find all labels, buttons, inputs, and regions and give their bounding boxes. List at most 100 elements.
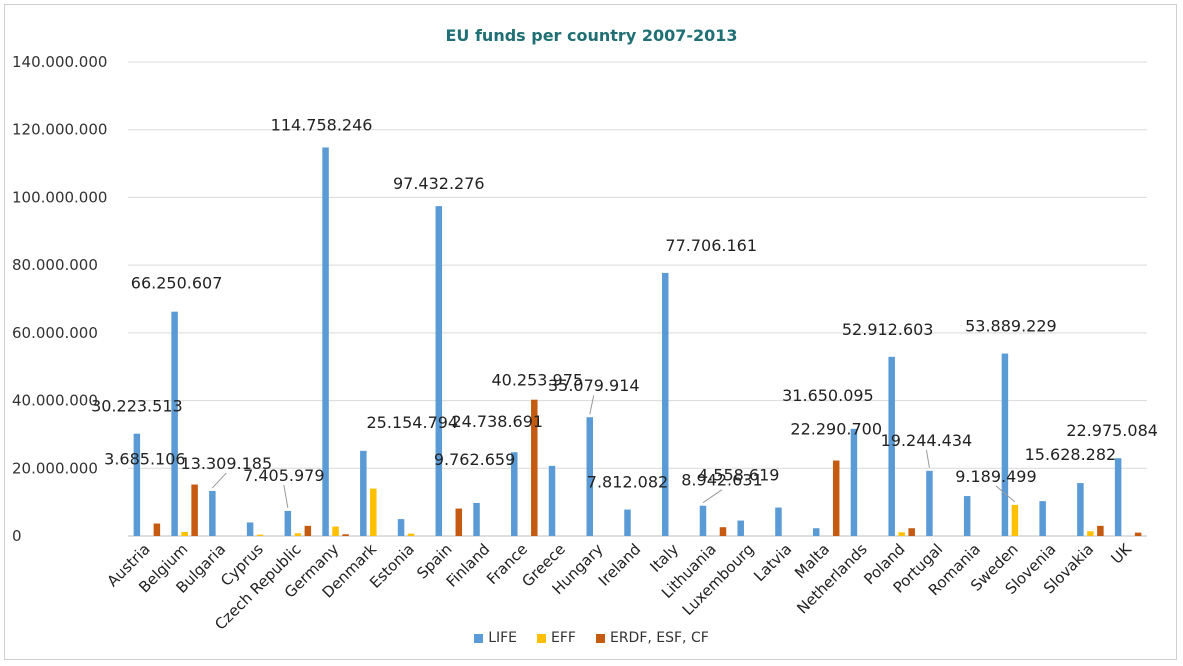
y-tick-label: 100.000.000 xyxy=(12,188,107,206)
bar-erdf-esf-cf-spain xyxy=(455,508,463,536)
bar-eff-czech-republic xyxy=(294,533,302,536)
bar-life-estonia xyxy=(397,519,405,536)
chart-title: EU funds per country 2007-2013 xyxy=(445,26,738,45)
chart-frame xyxy=(4,4,1177,660)
x-tick-label: UK xyxy=(1108,539,1136,567)
y-tick-label: 60.000.000 xyxy=(12,324,98,342)
bar-eff-cyprus xyxy=(256,534,264,536)
y-tick-label: 80.000.000 xyxy=(12,256,98,274)
bar-eff-estonia xyxy=(407,533,415,536)
leader-line xyxy=(995,485,1016,503)
y-tick-label: 20.000.000 xyxy=(12,459,98,477)
bar-eff-slovakia xyxy=(1087,531,1094,536)
bar-life-greece xyxy=(548,465,556,536)
bar-erdf-esf-cf-lithuania xyxy=(719,527,727,536)
data-label: 22.290.700 xyxy=(790,420,882,439)
legend-item-eff: EFF xyxy=(537,630,576,646)
x-tick-label: Ireland xyxy=(595,540,644,589)
bar-life-belgium xyxy=(171,311,178,536)
leader-line xyxy=(589,395,595,415)
data-label: 3.685.106 xyxy=(104,450,185,469)
bar-life-czech-republic xyxy=(284,510,292,536)
bar-life-bulgaria xyxy=(209,490,216,536)
data-label: 19.244.434 xyxy=(881,431,973,450)
bar-eff-germany xyxy=(332,526,339,536)
bar-life-austria xyxy=(133,433,141,536)
bar-life-slovakia xyxy=(1077,483,1084,536)
data-label: 97.432.276 xyxy=(393,174,485,193)
legend-label: LIFE xyxy=(488,630,518,646)
bar-life-uk xyxy=(1114,458,1122,536)
data-label: 35.079.914 xyxy=(548,376,640,395)
legend-swatch xyxy=(474,633,484,643)
y-tick-label: 140.000.000 xyxy=(12,53,107,71)
bar-erdf-esf-cf-germany xyxy=(342,534,349,536)
data-label: 22.975.084 xyxy=(1066,421,1158,440)
bar-life-cyprus xyxy=(246,522,254,536)
data-label: 7.812.082 xyxy=(587,473,668,492)
data-label: 31.650.095 xyxy=(782,386,874,405)
bar-erdf-esf-cf-belgium xyxy=(191,484,198,536)
bar-life-finland xyxy=(473,502,480,536)
bar-life-portugal xyxy=(926,470,933,536)
data-label: 9.189.499 xyxy=(955,467,1036,486)
bar-erdf-esf-cf-slovakia xyxy=(1097,525,1104,536)
data-label: 40.253.975 xyxy=(491,371,583,390)
data-label: 4.558.619 xyxy=(698,466,779,485)
bar-life-hungary xyxy=(586,417,594,536)
leader-line xyxy=(283,484,289,509)
legend-swatch xyxy=(537,633,547,643)
bar-life-lithuania xyxy=(699,505,707,536)
bar-erdf-esf-cf-uk xyxy=(1134,532,1142,536)
legend: LIFE EFF ERDF, ESF, CF xyxy=(0,630,1183,646)
bar-life-spain xyxy=(435,206,443,537)
data-label: 77.706.161 xyxy=(665,236,757,255)
bar-life-malta xyxy=(812,528,820,536)
legend-label: EFF xyxy=(551,630,576,646)
bar-life-germany xyxy=(322,147,329,536)
bar-erdf-esf-cf-austria xyxy=(153,523,161,536)
data-label: 30.223.513 xyxy=(91,397,183,416)
data-label: 15.628.282 xyxy=(1025,445,1117,464)
leader-line xyxy=(702,489,723,504)
bar-life-luxembourg xyxy=(737,520,744,536)
bar-life-poland xyxy=(888,356,895,536)
y-tick-label: 0 xyxy=(12,527,22,545)
legend-label: ERDF, ESF, CF xyxy=(609,630,709,646)
bar-life-italy xyxy=(661,272,669,536)
bar-life-romania xyxy=(963,496,971,536)
y-tick-label: 40.000.000 xyxy=(12,392,98,410)
legend-item-erdf-esf-cf: ERDF, ESF, CF xyxy=(595,630,709,646)
leader-line xyxy=(925,449,930,468)
data-label: 25.154.794 xyxy=(367,413,459,432)
data-label: 7.405.979 xyxy=(243,466,324,485)
bar-erdf-esf-cf-poland xyxy=(908,528,915,536)
bar-eff-sweden xyxy=(1011,504,1019,536)
bar-erdf-esf-cf-france xyxy=(531,399,538,536)
data-label: 13.309.185 xyxy=(181,454,273,473)
y-tick-label: 120.000.000 xyxy=(12,121,107,139)
bar-life-sweden xyxy=(1001,353,1009,536)
data-label: 9.762.659 xyxy=(434,450,515,469)
bar-life-latvia xyxy=(775,507,782,536)
data-label: 66.250.607 xyxy=(131,274,223,293)
data-label: 114.758.246 xyxy=(271,115,373,134)
leader-line xyxy=(211,472,227,489)
data-label: 53.889.229 xyxy=(965,317,1057,336)
bar-eff-poland xyxy=(898,532,905,536)
data-label: 52.912.603 xyxy=(842,320,934,339)
bar-erdf-esf-cf-czech-republic xyxy=(304,525,312,536)
bar-life-denmark xyxy=(360,450,367,536)
bar-life-slovenia xyxy=(1039,501,1046,536)
bar-eff-denmark xyxy=(370,488,377,536)
bar-life-ireland xyxy=(624,509,631,536)
legend-swatch xyxy=(595,633,605,643)
x-tick-label: Latvia xyxy=(750,540,795,585)
data-label: 8.942.631 xyxy=(681,471,762,490)
bar-life-netherlands xyxy=(850,428,858,536)
bar-erdf-esf-cf-malta xyxy=(832,460,840,536)
bar-eff-belgium xyxy=(181,531,188,536)
data-label: 24.738.691 xyxy=(451,412,543,431)
legend-item-life: LIFE xyxy=(474,630,517,646)
